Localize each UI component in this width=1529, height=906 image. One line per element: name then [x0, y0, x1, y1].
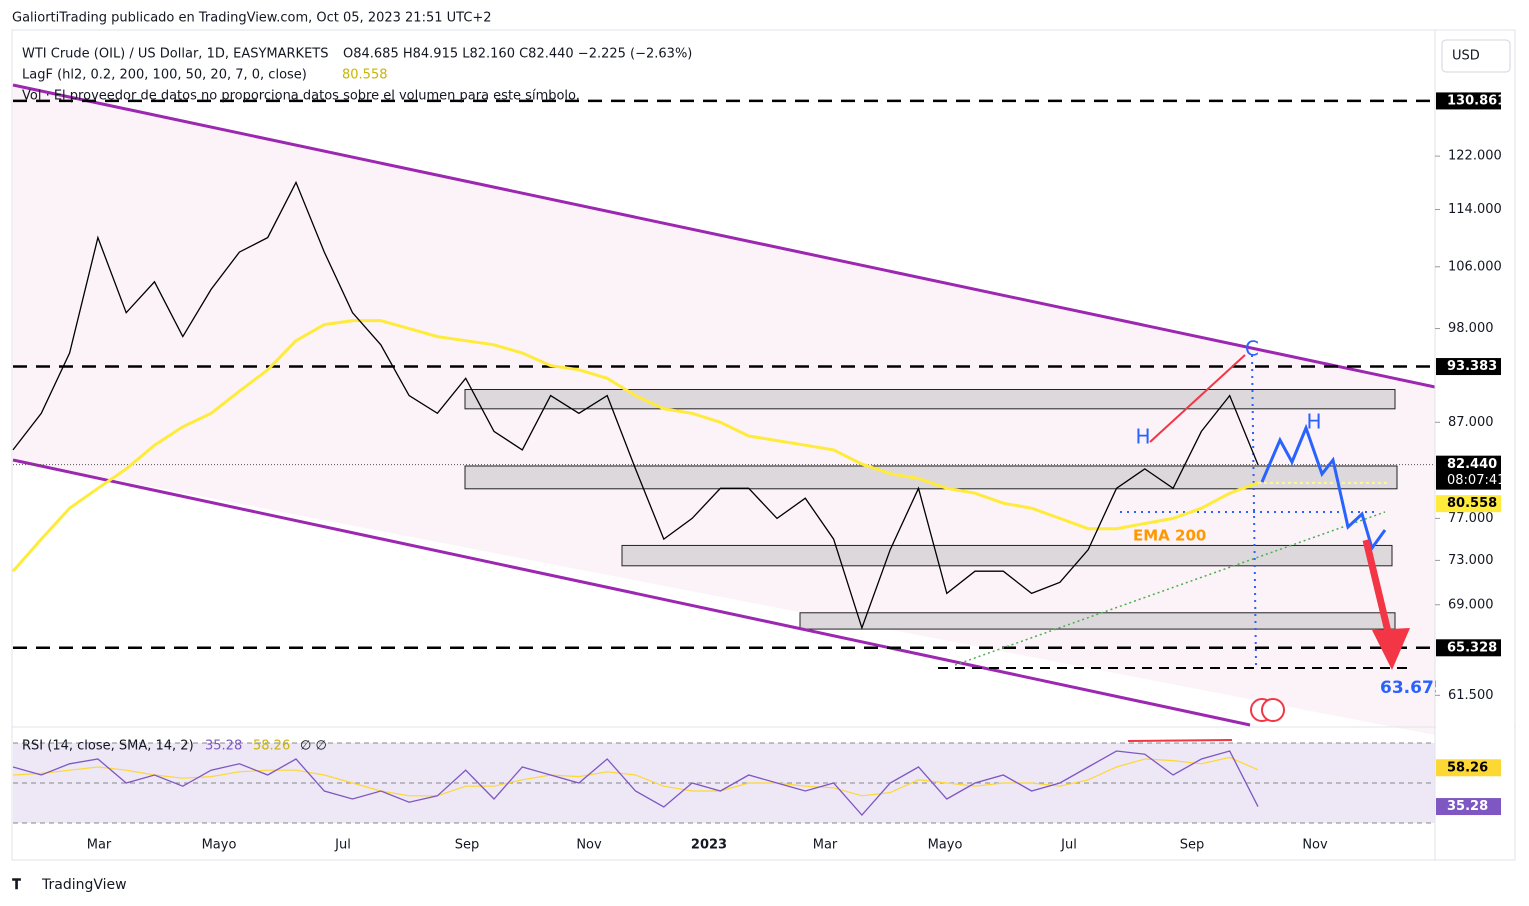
- level-label-bg: [1436, 639, 1501, 657]
- price-axis: [1436, 31, 1514, 859]
- footer-logo: TradingView: [41, 877, 127, 893]
- rsi-line: [12, 750, 1259, 816]
- level-label-bg: [1436, 358, 1501, 376]
- x-tick-label: Sep: [1180, 838, 1205, 853]
- forecast-path: [1260, 423, 1387, 552]
- y-tick-label: 98.000: [1448, 321, 1494, 336]
- currency-label[interactable]: USD: [1452, 49, 1480, 64]
- ohlc: O84.685 H84.915 L82.160 C82.440 −2.225 (…: [343, 47, 692, 62]
- level-label: 130.861: [1447, 93, 1506, 108]
- rsi-legend-value: 35.28: [205, 739, 242, 754]
- x-tick-label: Nov: [1302, 838, 1328, 853]
- channel-lower: [12, 458, 1251, 727]
- trendline: [954, 511, 1386, 666]
- ema-value-label-bg: [1436, 495, 1501, 513]
- last-price-label: 82.440: [1447, 457, 1497, 472]
- pattern-label: C: [1245, 337, 1259, 361]
- rsi-value-bg: [1436, 798, 1501, 816]
- rsi-divergence: [1127, 739, 1233, 742]
- chart-frame: [11, 29, 1516, 861]
- rsi-title: RSI (14, close, SMA, 14, 2): [22, 739, 194, 754]
- x-tick-label: Mar: [813, 838, 838, 853]
- x-tick-label: Jul: [334, 838, 351, 853]
- y-tick-label: 69.000: [1448, 597, 1494, 612]
- rsi-legend-extra: ∅ ∅: [300, 739, 327, 754]
- rsi-sma-value-bg: [1436, 759, 1501, 777]
- ema-value-label: 80.558: [1447, 496, 1497, 511]
- x-tick-label: Jul: [1060, 838, 1077, 853]
- down-arrow-shaft: [1362, 539, 1394, 641]
- x-tick-label: Nov: [576, 838, 602, 853]
- volume-note: Vol · El proveedor de datos no proporcio…: [22, 89, 580, 104]
- rsi-sma-value: 58.26: [1447, 760, 1488, 775]
- support-zone: [621, 544, 1393, 567]
- rsi-value: 35.28: [1447, 799, 1488, 814]
- x-tick-label: Mayo: [202, 838, 237, 853]
- published: GaliortiTrading publicado en TradingView…: [12, 11, 492, 26]
- level-label: 93.383: [1447, 359, 1497, 374]
- x-tick-label: Mar: [87, 838, 112, 853]
- ema-line: [11, 319, 1259, 573]
- indicator-value: 80.558: [342, 68, 388, 83]
- support-zone: [464, 388, 1396, 410]
- rsi-legend-sma: 58.26: [253, 739, 290, 754]
- currency-button[interactable]: [1441, 39, 1511, 73]
- symbol: WTI Crude (OIL) / US Dollar, 1D, EASYMAR…: [22, 47, 328, 62]
- logo-mark: 𝐓: [12, 877, 21, 893]
- level-label: 65.328: [1447, 640, 1497, 655]
- support-zone: [799, 612, 1396, 630]
- y-tick-label: 73.000: [1448, 553, 1494, 568]
- price-line: [12, 180, 1259, 630]
- last-price-bg: [1436, 455, 1501, 490]
- pattern-label: H: [1306, 410, 1321, 434]
- x-tick-label: Mayo: [928, 838, 963, 853]
- countdown: 08:07:41: [1447, 473, 1505, 488]
- ema-label: EMA 200: [1133, 527, 1206, 545]
- y-tick-label: 106.000: [1448, 259, 1502, 274]
- flag-icon: [1261, 698, 1285, 722]
- head-shoulder-line: [1149, 354, 1246, 443]
- pattern-label: H: [1135, 425, 1150, 449]
- level-label-bg: [1436, 92, 1501, 110]
- y-tick-label: 77.000: [1448, 511, 1494, 526]
- y-tick-label: 61.500: [1448, 688, 1494, 703]
- channel-fill: [13, 85, 1435, 735]
- channel-upper: [12, 83, 1436, 389]
- target-label: 63.675: [1380, 678, 1446, 698]
- down-arrow-head: [1372, 628, 1410, 670]
- y-tick-label: 87.000: [1448, 415, 1494, 430]
- projection-v: [1251, 354, 1257, 666]
- support-zone: [464, 465, 1398, 490]
- indicator: LagF (hl2, 0.2, 200, 100, 50, 20, 7, 0, …: [22, 68, 307, 83]
- x-tick-label: Sep: [455, 838, 480, 853]
- y-tick-label: 122.000: [1448, 149, 1502, 164]
- x-tick-label: 2023: [691, 838, 727, 853]
- y-tick-label: 114.000: [1448, 202, 1502, 217]
